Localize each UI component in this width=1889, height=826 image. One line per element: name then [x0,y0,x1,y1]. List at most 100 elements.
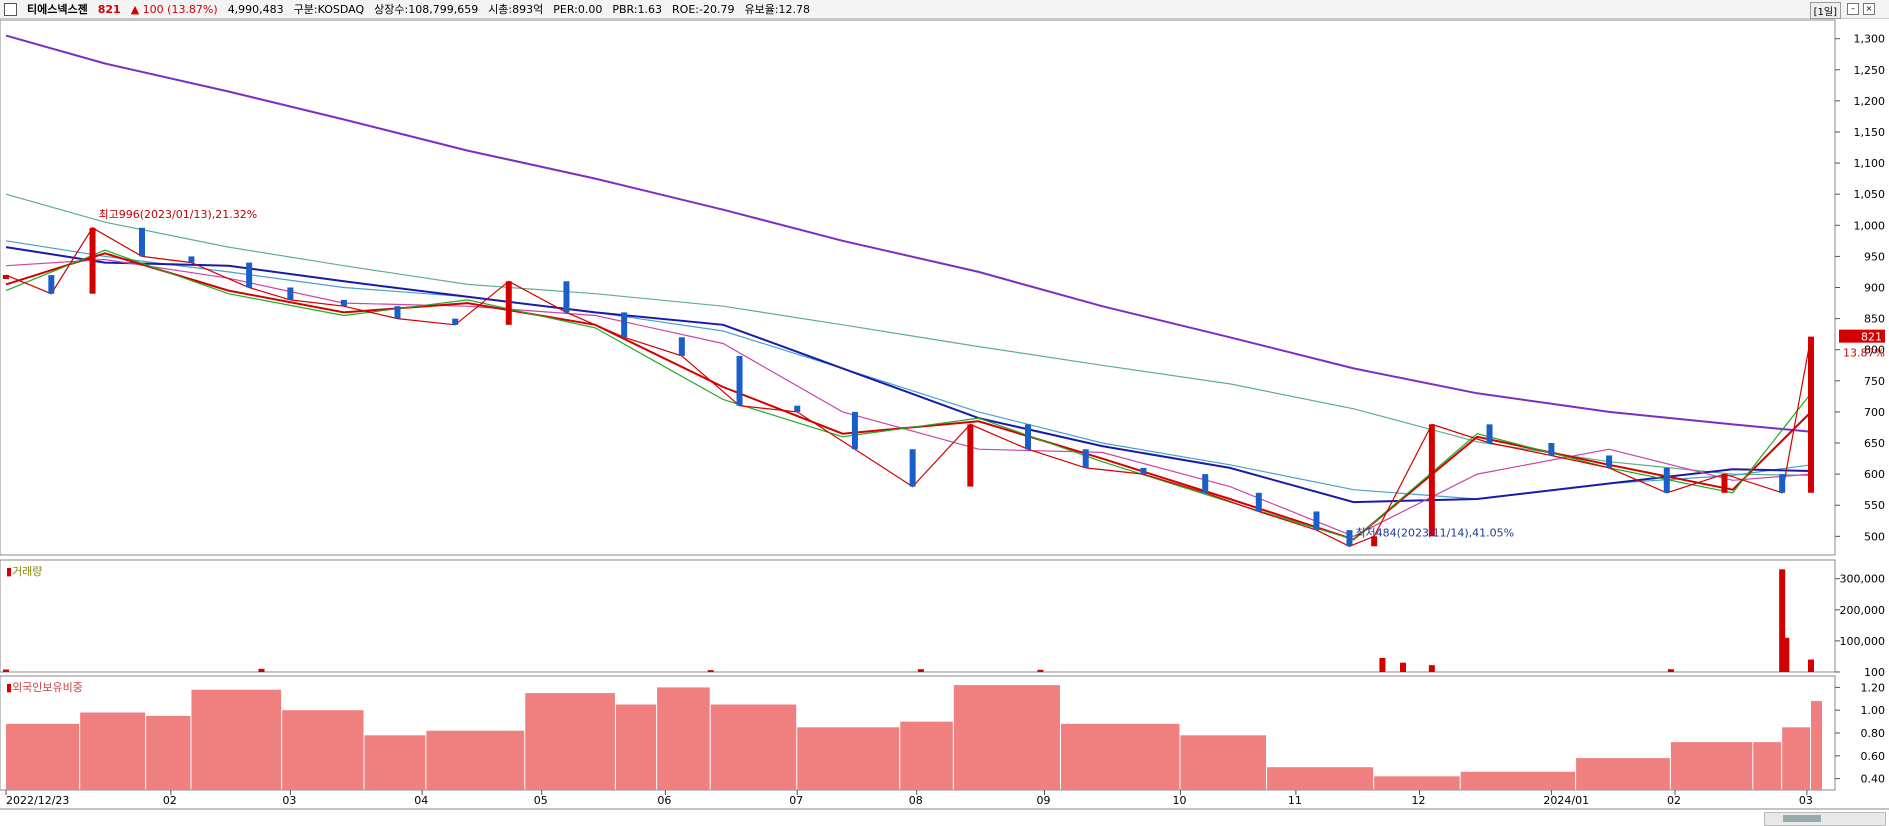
y-tick-label: 800 [1864,344,1885,357]
foreign-bar [364,735,426,790]
foreign-bar [1753,742,1782,790]
x-tick-label: 02 [1667,794,1681,807]
foreign-bar [1782,727,1810,790]
price-candle [1428,424,1435,537]
volume-bar [3,669,9,672]
foreign-pane-label: ▮외국인보유비중 [6,681,83,694]
volume-bar [707,670,714,672]
price-candle [1313,511,1320,531]
volume-bar [1428,665,1435,672]
y-tick-label: 1,000 [1854,219,1886,232]
price-candle [287,287,294,300]
y-tick-label: 550 [1864,499,1885,512]
minimize-icon[interactable]: – [1847,3,1859,15]
price-candle [1808,336,1814,493]
x-tick-label: 2022/12/23 [6,794,69,807]
foreign-bar [6,723,80,790]
foreign-bar [900,721,953,790]
foreign-bar [146,715,191,790]
foreign-bar [1576,758,1670,790]
price-candle [563,281,570,313]
y-tick-label: 200,000 [1840,604,1886,617]
y-tick-label: 500 [1864,530,1885,543]
y-tick-label: 1.00 [1861,704,1886,717]
per-value: PER:0.00 [553,2,603,16]
foreign-bar [525,693,615,790]
pbr-value: PBR:1.63 [612,2,663,16]
price-candle [505,281,512,325]
price-annotation: 최저484(2023/11/14),41.05% [1355,526,1514,539]
y-tick-label: 1,250 [1854,64,1886,77]
x-tick-label: 09 [1036,794,1050,807]
series-line-240 [5,34,1812,433]
price-candle [1025,424,1032,450]
y-tick-label: 1,100 [1854,157,1886,170]
price-candle [1663,467,1670,493]
x-tick-label: 2024/01 [1543,794,1589,807]
y-tick-label: 750 [1864,375,1885,388]
pane-frame [0,19,1836,556]
series-line-20 [5,258,1812,537]
price-candle [1255,492,1262,512]
foreign-bar [80,712,146,790]
current-price-box [1839,329,1885,343]
float-ratio: 유보율:12.78 [744,3,811,16]
x-tick-label: 02 [163,794,177,807]
y-tick-label: 300,000 [1840,573,1886,586]
volume-bar [1400,662,1407,672]
foreign-bar [615,704,657,790]
price-candle [138,227,145,257]
y-tick-label: 1.20 [1861,681,1886,694]
y-tick-label: 1,200 [1854,95,1886,108]
y-tick-label: 1,150 [1854,126,1886,139]
price-candle [851,411,858,450]
y-tick-label: 0.60 [1861,750,1886,763]
current-price: 821 [97,2,121,16]
y-tick-label: 950 [1864,250,1885,263]
foreign-bar [1180,735,1267,790]
period-selector[interactable]: [1일] [1809,2,1841,19]
series-line-5 [5,249,1812,541]
series-line-가격(수정) [5,226,1812,547]
price-candle [1486,424,1493,444]
stock-name[interactable]: 티에스넥스젠 [27,3,88,16]
close-icon[interactable]: × [1863,3,1875,15]
price-candle [1140,467,1147,475]
window-menu-icon[interactable] [4,2,17,16]
price-candle [1721,474,1728,493]
foreign-bar [657,687,710,790]
foreign-bar [1670,742,1753,790]
foreign-bar [1374,776,1460,790]
volume-bar [1667,669,1674,672]
price-candle [246,262,253,288]
y-tick-label: 900 [1864,282,1885,295]
y-tick-label: 650 [1864,437,1885,450]
chart-scrollbar[interactable] [1764,812,1886,826]
volume-bar [258,668,265,672]
stock-header-bar: 티에스넥스젠 821 ▲ 100 (13.87%) 4,990,483 구분:K… [0,0,1889,19]
price-candle [89,227,96,294]
foreign-bar [282,710,364,790]
foreign-bar [1460,771,1576,790]
price-annotation: 최고996(2023/01/13),21.32% [99,208,258,221]
volume-bar [1779,569,1786,672]
current-price-label: 821 [1861,331,1882,344]
y-tick-label: 0.40 [1861,773,1886,786]
y-tick-label: 850 [1864,313,1885,326]
price-change: ▲ 100 (13.87%) [130,2,218,16]
volume-pane-label: ▮거래량 [6,565,43,578]
volume-bar [1037,669,1044,672]
price-candle [340,299,347,307]
price-candle [48,275,55,294]
x-tick-label: 12 [1412,794,1426,807]
price-candle [678,337,685,356]
scroll-thumb[interactable] [1783,815,1821,822]
foreign-bar [1811,701,1822,790]
price-candle [394,306,401,319]
foreign-bar [953,685,1060,790]
volume-bar [917,669,924,672]
market-type: 구분:KOSDAQ [293,3,365,16]
foreign-bar [1060,723,1180,790]
y-tick-label: 1,050 [1854,188,1886,201]
